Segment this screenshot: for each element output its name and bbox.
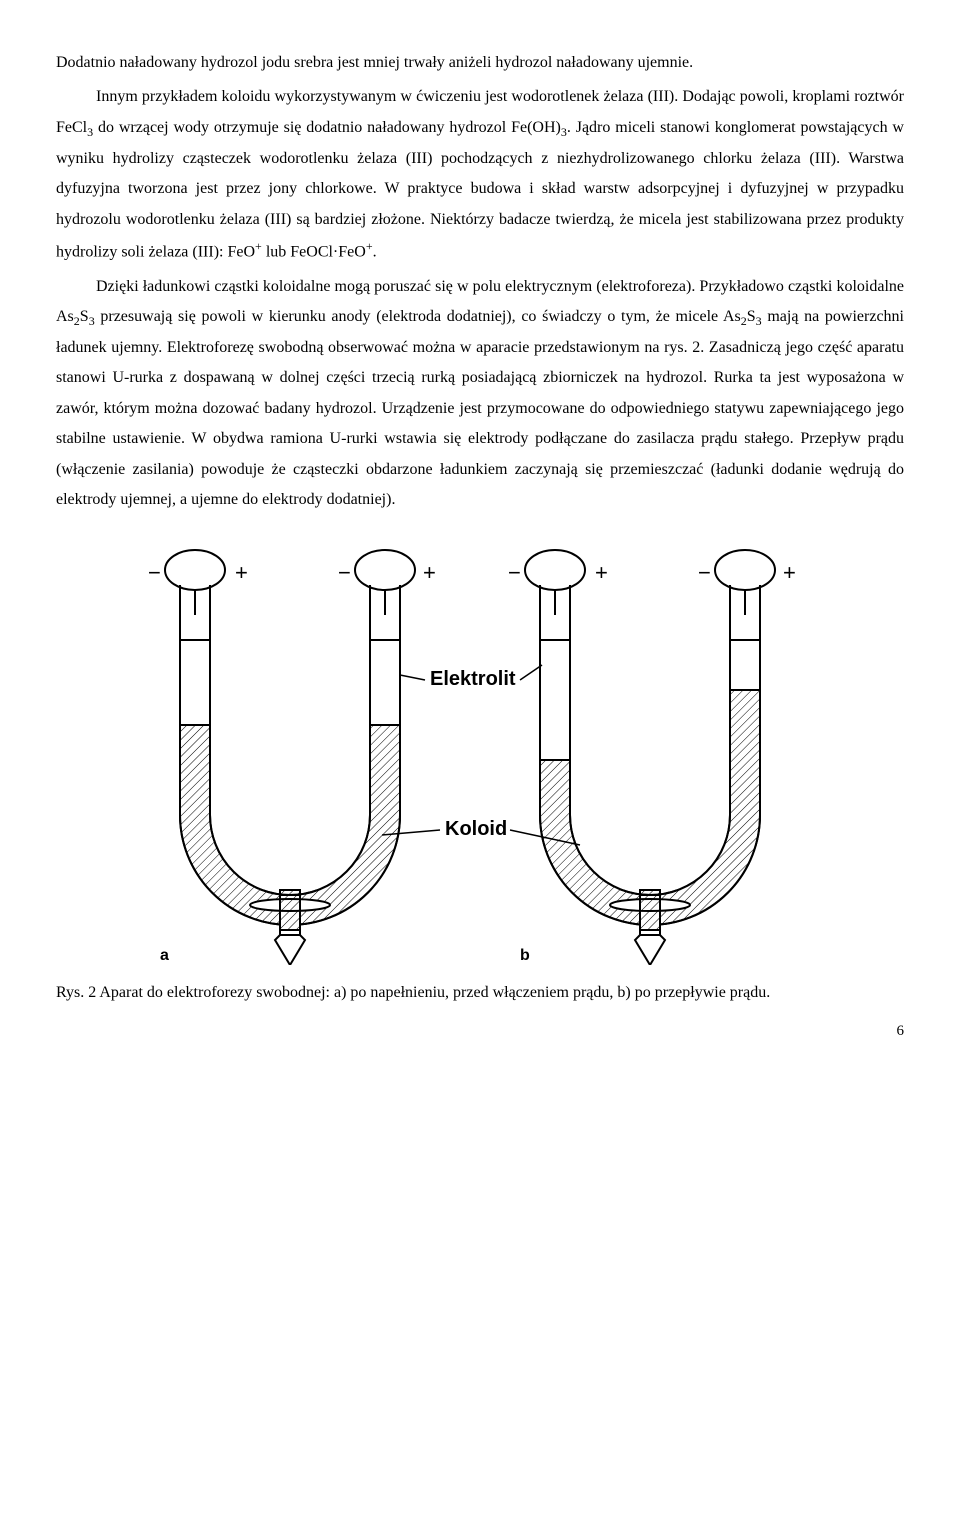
minus-sign: − xyxy=(148,560,161,585)
paragraph-2: Innym przykładem koloidu wykorzystywanym… xyxy=(56,82,904,267)
svg-text:−: − xyxy=(508,560,521,585)
plus-sign: + xyxy=(235,560,248,585)
superscript: + xyxy=(255,239,262,253)
text: . xyxy=(373,243,377,260)
paragraph-3: Dzięki ładunkowi cząstki koloidalne mogą… xyxy=(56,272,904,516)
text: . Jądro miceli stanowi konglomerat powst… xyxy=(56,119,904,260)
page-number: 6 xyxy=(56,1017,904,1046)
paragraph-1: Dodatnio naładowany hydrozol jodu srebra… xyxy=(56,48,904,78)
electrophoresis-diagram: − + − + a − + − + b Elektrolit Koloi xyxy=(100,535,860,965)
text: S xyxy=(80,308,89,325)
superscript: + xyxy=(366,239,373,253)
text: mają na powierzchni ładunek ujemny. Elek… xyxy=(56,308,904,508)
text: do wrzącej wody otrzymuje się dodatnio n… xyxy=(93,119,561,136)
text: lub FeOCl·FeO xyxy=(262,243,366,260)
svg-text:−: − xyxy=(698,560,711,585)
minus-sign: − xyxy=(338,560,351,585)
elektrolit-label: Elektrolit xyxy=(430,668,516,690)
text: przesuwają się powoli w kierunku anody (… xyxy=(95,308,741,325)
figure-2: − + − + a − + − + b Elektrolit Koloi xyxy=(56,535,904,965)
svg-text:+: + xyxy=(783,560,796,585)
label-a: a xyxy=(160,947,169,964)
plus-sign: + xyxy=(423,560,436,585)
label-b: b xyxy=(520,947,530,964)
text: S xyxy=(747,308,756,325)
figure-caption: Rys. 2 Aparat do elektroforezy swobodnej… xyxy=(56,981,904,1005)
koloid-label: Koloid xyxy=(445,818,507,840)
svg-text:+: + xyxy=(595,560,608,585)
